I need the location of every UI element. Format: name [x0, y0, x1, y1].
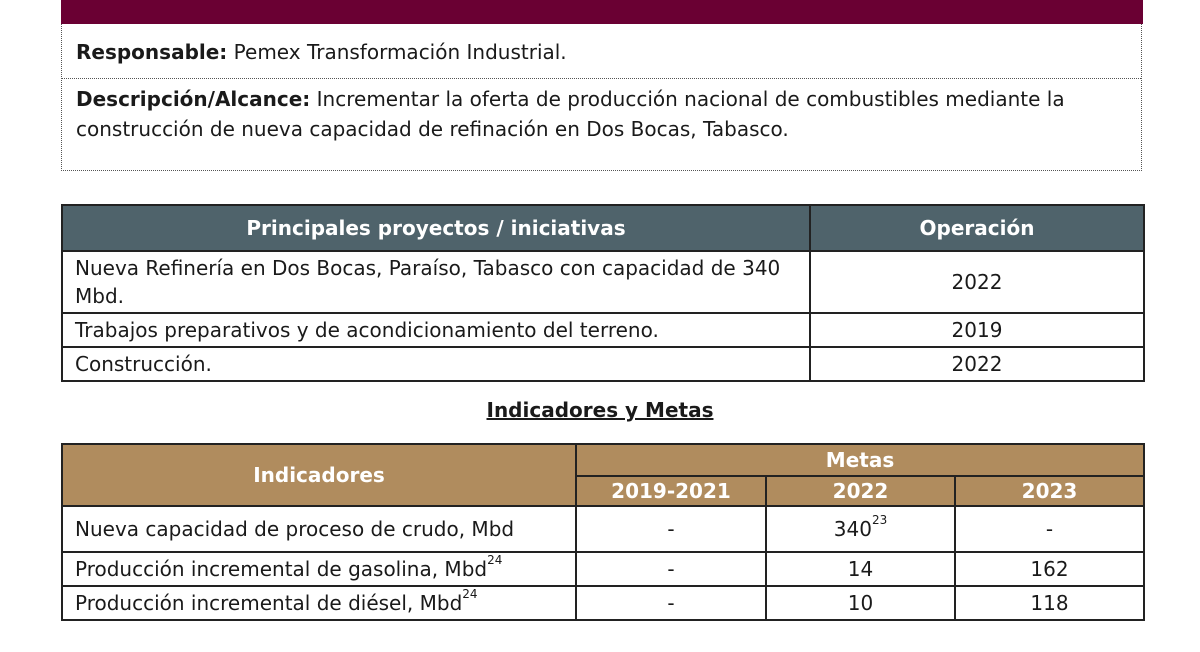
indicator-name: Producción incremental de diésel, Mbd24 [61, 585, 577, 621]
table-row: Trabajos preparativos y de acondicionami… [61, 312, 1145, 348]
table-row: Producción incremental de gasolina, Mbd2… [61, 551, 1146, 587]
year-header: 2019-2021 [575, 475, 767, 507]
project-year: 2022 [809, 250, 1145, 314]
table-row: Construcción. 2022 [61, 346, 1145, 382]
indicator-name-text: Producción incremental de gasolina, Mbd [75, 557, 488, 581]
footnote-ref: 24 [462, 587, 478, 601]
indicator-value-2023: 162 [953, 551, 1146, 587]
year-header: 2023 [953, 475, 1146, 507]
indicators-header-row: Indicadores Metas [61, 443, 1146, 507]
responsable-row: Responsable: Pemex Transformación Indust… [62, 24, 1141, 79]
indicator-name: Nueva capacidad de proceso de crudo, Mbd [61, 505, 577, 553]
indicator-value-2022: 34023 [765, 505, 956, 553]
indicator-value-text: 340 [833, 517, 872, 541]
indicators-heading: Indicadores y Metas [486, 398, 714, 422]
project-name: Nueva Refinería en Dos Bocas, Paraíso, T… [61, 250, 811, 314]
indicator-value-2019-2021: - [575, 505, 767, 553]
descripcion-label: Descripción/Alcance: [76, 87, 311, 111]
indicator-value-2022: 14 [765, 551, 956, 587]
projects-header-name: Principales proyectos / iniciativas [61, 204, 811, 252]
table-row: Nueva Refinería en Dos Bocas, Paraíso, T… [61, 250, 1145, 314]
indicators-header: Indicadores [61, 443, 577, 507]
responsable-label: Responsable: [76, 40, 228, 64]
footnote-ref: 24 [487, 553, 503, 567]
project-name: Trabajos preparativos y de acondicionami… [61, 312, 811, 348]
indicator-value-2019-2021: - [575, 551, 767, 587]
indicator-value-2023: - [953, 505, 1146, 553]
info-box: Responsable: Pemex Transformación Indust… [61, 24, 1142, 171]
years-header-row: 2019-2021 2022 2023 [62, 475, 1146, 507]
descripcion-value: Incrementar la oferta de producción naci… [76, 87, 1065, 141]
section-banner [61, 0, 1143, 24]
project-name: Construcción. [61, 346, 811, 382]
table-row: Producción incremental de diésel, Mbd24 … [61, 585, 1146, 621]
indicator-name-text: Nueva capacidad de proceso de crudo, Mbd [75, 517, 515, 541]
year-header: 2022 [765, 475, 956, 507]
indicator-name: Producción incremental de gasolina, Mbd2… [61, 551, 577, 587]
indicator-value-2023: 118 [953, 585, 1146, 621]
project-year: 2022 [809, 346, 1145, 382]
project-year: 2019 [809, 312, 1145, 348]
indicator-name-text: Producción incremental de diésel, Mbd [75, 591, 463, 615]
projects-table: Principales proyectos / iniciativas Oper… [61, 204, 1145, 382]
projects-header-operation: Operación [809, 204, 1145, 252]
projects-header-row: Principales proyectos / iniciativas Oper… [61, 204, 1145, 252]
descripcion-row: Descripción/Alcance: Incrementar la ofer… [62, 79, 1141, 170]
table-row: Nueva capacidad de proceso de crudo, Mbd… [61, 505, 1146, 553]
footnote-ref: 23 [871, 513, 888, 527]
responsable-value: Pemex Transformación Industrial. [227, 40, 567, 64]
indicator-value-2019-2021: - [575, 585, 767, 621]
indicator-value-2022: 10 [765, 585, 956, 621]
metas-header: Metas [574, 443, 1146, 477]
indicators-table: Indicadores Metas 2019-2021 2022 2023 Nu… [61, 443, 1146, 621]
